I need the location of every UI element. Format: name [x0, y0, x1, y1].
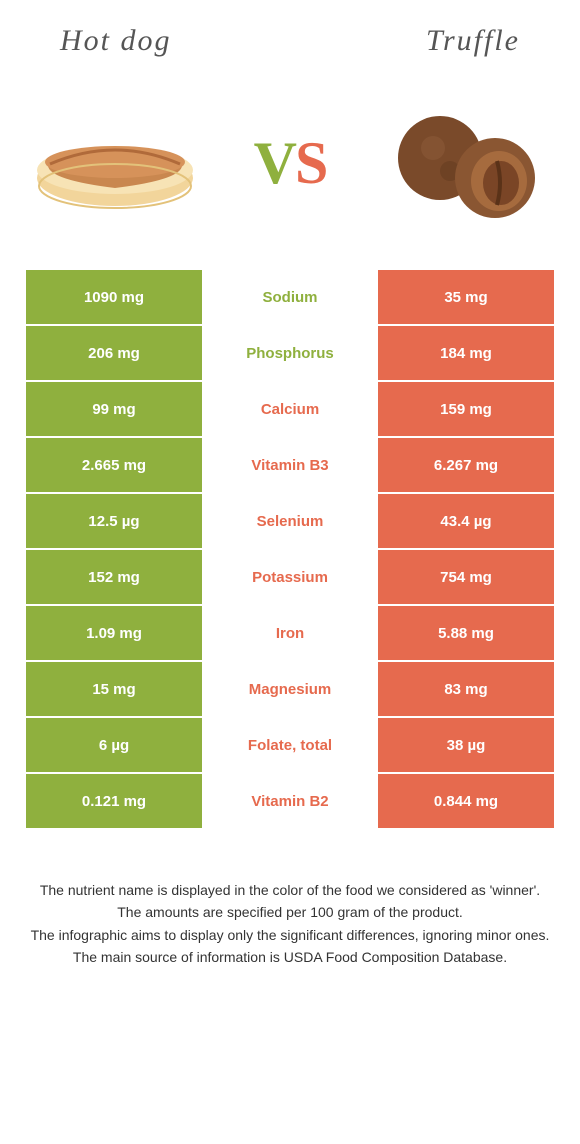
right-value: 38 µg: [377, 717, 555, 773]
food-right-title: Truffle: [426, 24, 520, 58]
nutrient-row: 206 mgPhosphorus184 mg: [25, 325, 555, 381]
nutrient-row: 0.121 mgVitamin B20.844 mg: [25, 773, 555, 829]
footnotes: The nutrient name is displayed in the co…: [0, 830, 580, 967]
vs-s: S: [295, 130, 326, 196]
footnote-line: The amounts are specified per 100 gram o…: [24, 902, 556, 922]
nutrient-table: 1090 mgSodium35 mg206 mgPhosphorus184 mg…: [24, 268, 556, 830]
left-value: 15 mg: [25, 661, 203, 717]
left-value: 6 µg: [25, 717, 203, 773]
hotdog-image: [30, 93, 200, 233]
nutrient-row: 12.5 µgSelenium43.4 µg: [25, 493, 555, 549]
nutrient-row: 152 mgPotassium754 mg: [25, 549, 555, 605]
nutrient-label: Sodium: [203, 269, 377, 325]
nutrient-label: Phosphorus: [203, 325, 377, 381]
nutrient-label: Calcium: [203, 381, 377, 437]
left-value: 0.121 mg: [25, 773, 203, 829]
header: Hot dog Truffle: [0, 0, 580, 68]
nutrient-label: Folate, total: [203, 717, 377, 773]
footnote-line: The nutrient name is displayed in the co…: [24, 880, 556, 900]
nutrient-label: Iron: [203, 605, 377, 661]
nutrient-row: 2.665 mgVitamin B36.267 mg: [25, 437, 555, 493]
nutrient-label: Vitamin B3: [203, 437, 377, 493]
right-value: 5.88 mg: [377, 605, 555, 661]
vs-v: V: [254, 130, 295, 196]
nutrient-label: Magnesium: [203, 661, 377, 717]
nutrient-label: Vitamin B2: [203, 773, 377, 829]
nutrient-row: 1090 mgSodium35 mg: [25, 269, 555, 325]
left-value: 1.09 mg: [25, 605, 203, 661]
left-value: 2.665 mg: [25, 437, 203, 493]
nutrient-row: 99 mgCalcium159 mg: [25, 381, 555, 437]
right-value: 184 mg: [377, 325, 555, 381]
right-value: 159 mg: [377, 381, 555, 437]
right-value: 0.844 mg: [377, 773, 555, 829]
nutrient-row: 15 mgMagnesium83 mg: [25, 661, 555, 717]
truffle-image: [380, 93, 550, 233]
right-value: 35 mg: [377, 269, 555, 325]
food-left-title: Hot dog: [60, 24, 172, 58]
nutrient-row: 1.09 mgIron5.88 mg: [25, 605, 555, 661]
left-value: 1090 mg: [25, 269, 203, 325]
vs-label: VS: [254, 129, 327, 198]
nutrient-row: 6 µgFolate, total38 µg: [25, 717, 555, 773]
images-row: VS: [0, 68, 580, 268]
nutrient-label: Selenium: [203, 493, 377, 549]
left-value: 99 mg: [25, 381, 203, 437]
footnote-line: The infographic aims to display only the…: [24, 925, 556, 945]
right-value: 754 mg: [377, 549, 555, 605]
nutrient-label: Potassium: [203, 549, 377, 605]
footnote-line: The main source of information is USDA F…: [24, 947, 556, 967]
right-value: 43.4 µg: [377, 493, 555, 549]
left-value: 12.5 µg: [25, 493, 203, 549]
right-value: 6.267 mg: [377, 437, 555, 493]
right-value: 83 mg: [377, 661, 555, 717]
left-value: 152 mg: [25, 549, 203, 605]
left-value: 206 mg: [25, 325, 203, 381]
